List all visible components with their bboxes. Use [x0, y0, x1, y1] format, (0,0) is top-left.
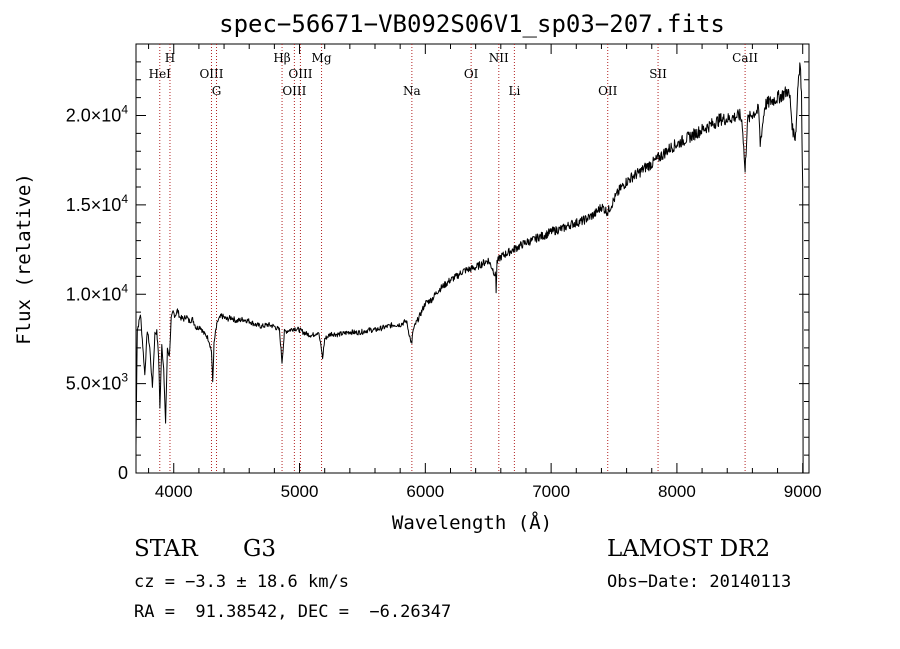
- line-marker-label: CaII: [732, 51, 758, 65]
- y-tick-label: 0: [118, 463, 128, 483]
- x-tick-label: 6000: [406, 482, 444, 501]
- x-tick-label: 8000: [658, 482, 696, 501]
- line-marker-label: NII: [489, 51, 509, 65]
- line-marker-label: SII: [649, 67, 667, 81]
- line-marker-label: Hβ: [273, 51, 290, 65]
- line-marker-label: H: [165, 51, 175, 65]
- plot-frame: [135, 43, 810, 474]
- line-marker-label: Li: [508, 84, 520, 98]
- y-axis-label: Flux (relative): [13, 173, 35, 345]
- line-marker-label: OII: [598, 84, 618, 98]
- line-marker-label: Na: [403, 84, 421, 98]
- observation-date: Obs−Date: 20140113: [607, 572, 792, 592]
- y-tick-label: 1.5×104: [66, 192, 129, 215]
- x-tick-label: 7000: [532, 482, 570, 501]
- line-marker-label: OIII: [199, 67, 223, 81]
- class-label: STAR: [134, 536, 198, 562]
- line-marker-label: HeI: [149, 67, 172, 81]
- y-tick-label: 1.0×104: [66, 281, 129, 304]
- spectrum-line: [135, 62, 804, 474]
- x-tick-label: 4000: [155, 482, 193, 501]
- spectrum-series: [135, 62, 804, 474]
- x-tick-label: 5000: [281, 482, 319, 501]
- line-marker-label: G: [212, 84, 222, 98]
- redshift-velocity: cz = −3.3 ± 18.6 km/s: [134, 572, 349, 592]
- y-tick-label: 2.0×104: [66, 103, 129, 126]
- x-tick-label: 9000: [784, 482, 822, 501]
- chart-title: spec−56671−VB092S06V1_sp03−207.fits: [219, 10, 725, 38]
- line-marker-label: OIII: [282, 84, 306, 98]
- x-axis-label: Wavelength (Å): [392, 511, 552, 534]
- coordinates: RA = 91.38542, DEC = −6.26347: [134, 602, 452, 622]
- y-tick-label: 5.0×103: [66, 371, 129, 394]
- survey-label: LAMOST DR2: [607, 536, 771, 562]
- line-marker-label: OI: [464, 67, 479, 81]
- subclass-label: G3: [243, 536, 277, 562]
- line-marker-label: Mg: [312, 51, 332, 65]
- line-marker-label: OIII: [288, 67, 312, 81]
- axes: 4000 5000 6000 7000 8000 9000 0 5.0×103 1.0×104 1…: [66, 43, 822, 501]
